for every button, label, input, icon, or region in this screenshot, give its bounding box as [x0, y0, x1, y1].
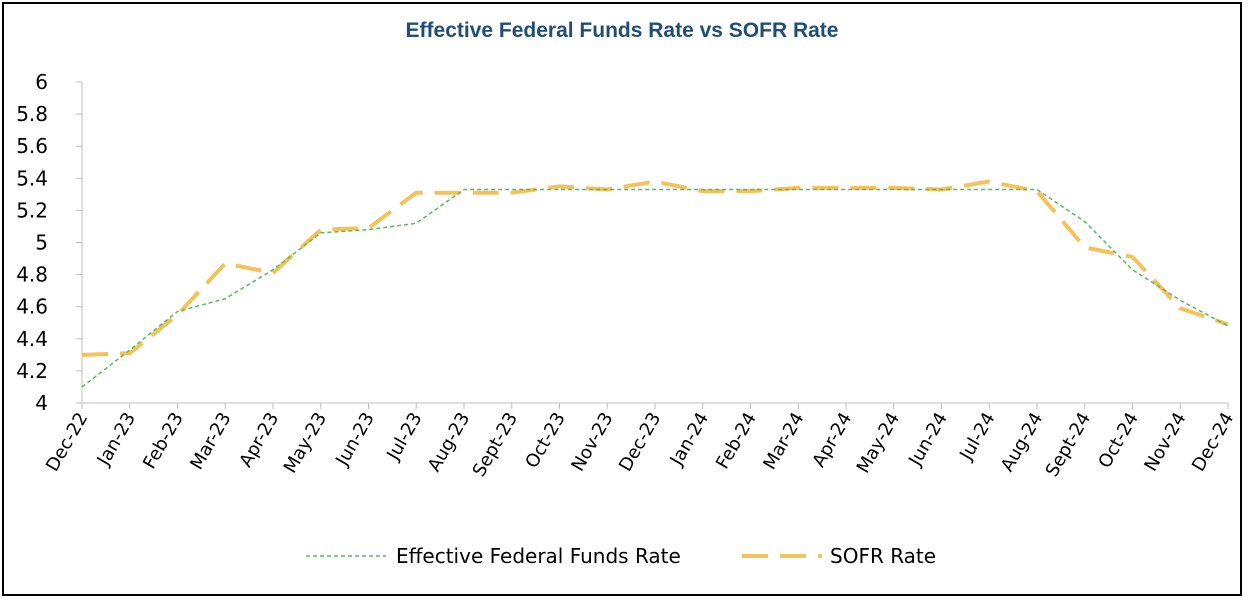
series-line-sofr-rate [81, 179, 1229, 357]
x-tick-label: Oct-23 [521, 409, 569, 472]
x-tick-label: Jun-23 [331, 409, 378, 470]
x-tick-label: Mar-24 [759, 409, 808, 473]
x-tick-label: Sept-23 [469, 409, 522, 480]
x-tick-label: Mar-23 [186, 409, 235, 473]
legend-label: SOFR Rate [830, 544, 936, 568]
chart-title: Effective Federal Funds Rate vs SOFR Rat… [406, 19, 839, 42]
y-tick-label: 4.6 [16, 295, 48, 319]
x-tick-label: May-24 [853, 409, 904, 477]
y-tick-label: 4.2 [16, 359, 48, 383]
y-tick-label: 5.6 [16, 134, 48, 158]
series-layer [81, 179, 1229, 388]
x-tick-label: Apr-24 [808, 409, 856, 471]
y-tick-label: 4 [35, 391, 48, 415]
y-tick-label: 5.2 [16, 198, 48, 222]
legend-label: Effective Federal Funds Rate [396, 544, 681, 568]
y-tick-label: 6 [35, 70, 48, 94]
x-tick-label: Dec-23 [615, 409, 665, 475]
x-tick-label: Aug-24 [997, 409, 1047, 475]
x-tick-label: Apr-23 [235, 409, 283, 471]
x-tick-label: Dec-24 [1188, 409, 1238, 475]
y-tick-label: 4.8 [16, 263, 48, 287]
x-tick-label: Jan-23 [93, 409, 140, 470]
y-tick-label: 5.8 [16, 102, 48, 126]
x-tick-label: Jun-24 [904, 409, 951, 470]
y-tick-label: 5.4 [16, 166, 48, 190]
x-tick-label: Aug-23 [424, 409, 474, 475]
x-tick-label: Nov-23 [567, 409, 617, 475]
x-tick-label: Feb-23 [139, 409, 188, 473]
x-tick-label: Jan-24 [666, 409, 713, 470]
x-tick-label: Jul-23 [382, 409, 426, 465]
y-tick-label: 5 [35, 231, 48, 255]
x-tick-label: Nov-24 [1140, 409, 1190, 475]
x-tick-label: May-23 [280, 409, 331, 477]
series-line-effective-federal-funds-rate [81, 188, 1229, 388]
chart-legend: Effective Federal Funds Rate SOFR Rate [306, 544, 936, 568]
x-tick-label: Dec-22 [42, 409, 92, 475]
x-tick-label: Feb-24 [712, 409, 761, 473]
x-tick-label: Oct-24 [1094, 409, 1142, 472]
x-tick-label: Sept-24 [1042, 409, 1095, 480]
x-tick-label: Jul-24 [955, 409, 999, 465]
y-tick-label: 4.4 [16, 327, 48, 351]
